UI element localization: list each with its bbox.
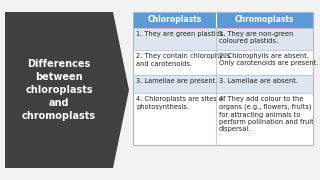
Text: Differences
between
chloroplasts
and
chromoplasts: Differences between chloroplasts and chr… xyxy=(22,59,96,121)
FancyBboxPatch shape xyxy=(133,93,313,145)
Text: 4. Chloroplasts are sites of
photosynthesis.: 4. Chloroplasts are sites of photosynthe… xyxy=(136,96,225,109)
FancyBboxPatch shape xyxy=(133,12,313,28)
Text: 4. They add colour to the
organs (e.g., flowers, fruits)
for attracting animals : 4. They add colour to the organs (e.g., … xyxy=(219,96,314,132)
Polygon shape xyxy=(5,12,129,168)
Text: 2. They contain chlorophylls
and carotenoids.: 2. They contain chlorophylls and caroten… xyxy=(136,53,230,66)
Text: 3. Lamellae are present.: 3. Lamellae are present. xyxy=(136,78,218,84)
Text: Chromoplasts: Chromoplasts xyxy=(235,15,294,24)
Text: Chloroplasts: Chloroplasts xyxy=(147,15,202,24)
Text: 3. Lamellae are absent.: 3. Lamellae are absent. xyxy=(219,78,298,84)
Text: 1. They are green plastids.: 1. They are green plastids. xyxy=(136,31,226,37)
FancyBboxPatch shape xyxy=(133,28,313,50)
Text: 1. They are non-green
coloured plastids.: 1. They are non-green coloured plastids. xyxy=(219,31,293,44)
FancyBboxPatch shape xyxy=(133,50,313,75)
FancyBboxPatch shape xyxy=(133,75,313,93)
Text: 2. Chlorophylls are absent.
Only carotenoids are present.: 2. Chlorophylls are absent. Only caroten… xyxy=(219,53,318,66)
